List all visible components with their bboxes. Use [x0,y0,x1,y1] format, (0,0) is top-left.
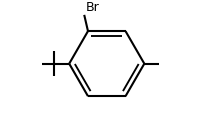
Text: Br: Br [85,1,99,14]
